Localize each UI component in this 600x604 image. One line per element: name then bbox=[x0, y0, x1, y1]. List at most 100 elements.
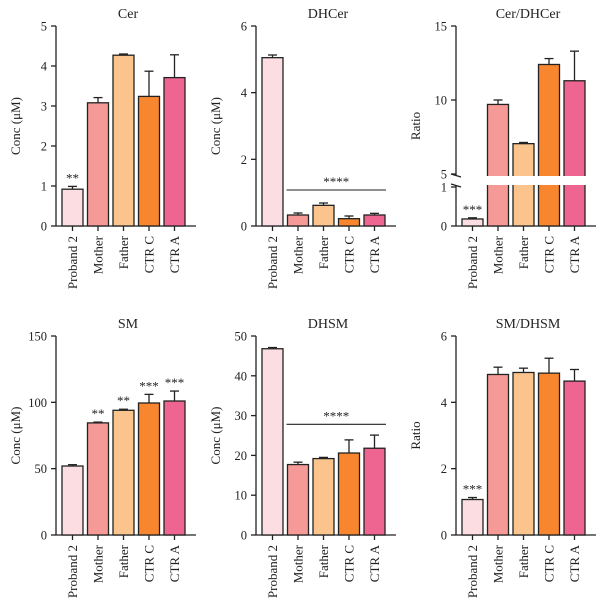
x-tick-label: Mother bbox=[291, 235, 306, 274]
bar bbox=[363, 447, 386, 536]
y-tick-label: 50 bbox=[235, 330, 248, 344]
chart-title: Cer bbox=[118, 7, 139, 22]
significance-marker: **** bbox=[323, 408, 349, 423]
chart-panel-1: Cer 0 1 2 3 4 5 Conc (μM) Proband 2 ** Mother Fathe… bbox=[8, 7, 196, 289]
y-tick-label: 1 bbox=[441, 181, 447, 195]
chart-panel-5: DHSM 0 10 20 30 40 50 Conc (μM) Proband 2 Mother F… bbox=[208, 317, 396, 598]
y-tick-label: 150 bbox=[28, 330, 47, 344]
x-tick-label: CTR C bbox=[342, 236, 357, 273]
bar bbox=[112, 409, 135, 536]
bar bbox=[286, 463, 310, 536]
y-axis-label: Conc (μM) bbox=[8, 97, 23, 155]
x-tick-label: CTR A bbox=[367, 235, 382, 273]
bar bbox=[563, 380, 586, 536]
x-tick-label: Mother bbox=[91, 544, 106, 583]
bar bbox=[163, 400, 186, 536]
bar bbox=[86, 102, 110, 227]
bar bbox=[461, 498, 484, 536]
bar bbox=[261, 348, 284, 536]
y-axis-label: Ratio bbox=[408, 421, 423, 449]
chart-title: SM/DHSM bbox=[496, 317, 561, 332]
y-tick-label: 1 bbox=[41, 180, 47, 194]
x-tick-label: Father bbox=[316, 544, 331, 578]
y-tick-label: 2 bbox=[441, 462, 447, 476]
significance-marker: ** bbox=[92, 406, 105, 421]
axis-break-mark bbox=[450, 173, 462, 178]
y-tick-label: 20 bbox=[235, 449, 248, 463]
bar bbox=[486, 373, 510, 536]
y-tick-label: 0 bbox=[441, 220, 447, 234]
bar bbox=[312, 457, 335, 536]
bar bbox=[563, 80, 586, 227]
bar bbox=[261, 57, 284, 227]
x-tick-label: Proband 2 bbox=[65, 236, 80, 289]
chart-panel-2: DHCer 0 2 4 6 Conc (μM) Proband 2 Mother Father C… bbox=[208, 7, 396, 289]
significance-marker: *** bbox=[139, 378, 159, 393]
bar bbox=[61, 465, 84, 536]
x-tick-label: Mother bbox=[91, 235, 106, 274]
x-tick-label: Mother bbox=[291, 544, 306, 583]
bar bbox=[312, 204, 335, 227]
axis-break-gap bbox=[448, 176, 600, 185]
bar bbox=[112, 54, 135, 227]
chart-title: DHCer bbox=[308, 7, 349, 22]
y-axis-label: Conc (μM) bbox=[208, 97, 223, 155]
bar bbox=[337, 218, 361, 227]
x-tick-label: CTR C bbox=[542, 236, 557, 273]
y-tick-label: 0 bbox=[241, 220, 247, 234]
y-tick-label: 15 bbox=[435, 20, 448, 34]
x-tick-label: Father bbox=[116, 235, 131, 269]
chart-title: DHSM bbox=[308, 317, 349, 332]
y-tick-label: 5 bbox=[441, 168, 447, 182]
x-tick-label: Proband 2 bbox=[465, 545, 480, 598]
significance-marker: ** bbox=[117, 393, 130, 408]
chart-panel-3: Cer/DHCer 0 15 10 15 Ratio Proband 2 *** Mother F… bbox=[408, 7, 600, 289]
significance-marker: *** bbox=[463, 202, 483, 217]
bar bbox=[163, 76, 186, 227]
y-tick-label: 0 bbox=[441, 529, 447, 543]
y-tick-label: 100 bbox=[28, 396, 47, 410]
chart-panel-6: SM/DHSM 0 2 4 6 Ratio Proband 2 *** Mother Father… bbox=[408, 317, 596, 598]
x-tick-label: CTR A bbox=[367, 544, 382, 582]
y-tick-label: 4 bbox=[241, 86, 248, 100]
bar bbox=[512, 371, 535, 536]
y-tick-label: 4 bbox=[441, 396, 448, 410]
y-tick-label: 10 bbox=[435, 94, 448, 108]
x-tick-label: CTR C bbox=[342, 545, 357, 582]
y-tick-label: 0 bbox=[241, 529, 247, 543]
x-tick-label: CTR C bbox=[542, 545, 557, 582]
y-tick-label: 4 bbox=[41, 60, 48, 74]
x-tick-label: Mother bbox=[491, 235, 506, 274]
x-tick-label: Father bbox=[316, 235, 331, 269]
significance-marker: *** bbox=[165, 375, 185, 390]
significance-marker: **** bbox=[323, 174, 349, 189]
x-tick-label: CTR A bbox=[167, 235, 182, 273]
bar bbox=[137, 95, 161, 227]
x-tick-label: CTR C bbox=[142, 545, 157, 582]
chart-title: SM bbox=[118, 317, 139, 332]
x-tick-label: CTR C bbox=[142, 236, 157, 273]
significance-marker: ** bbox=[66, 170, 79, 185]
y-tick-label: 6 bbox=[241, 20, 247, 34]
y-tick-label: 40 bbox=[235, 369, 248, 383]
x-tick-label: Father bbox=[516, 235, 531, 269]
y-tick-label: 0 bbox=[41, 529, 47, 543]
bar bbox=[337, 452, 361, 536]
x-tick-label: Mother bbox=[491, 544, 506, 583]
y-tick-label: 50 bbox=[35, 462, 48, 476]
y-tick-label: 5 bbox=[41, 20, 47, 34]
bar bbox=[537, 372, 561, 536]
chart-title: Cer/DHCer bbox=[496, 7, 561, 22]
x-tick-label: Proband 2 bbox=[265, 545, 280, 598]
y-tick-label: 10 bbox=[235, 489, 248, 503]
x-tick-label: CTR A bbox=[567, 544, 582, 582]
axis-break-mark bbox=[450, 183, 462, 188]
y-tick-label: 0 bbox=[41, 220, 47, 234]
x-tick-label: Proband 2 bbox=[65, 545, 80, 598]
bar bbox=[486, 103, 510, 227]
y-axis-label: Ratio bbox=[408, 112, 423, 140]
x-tick-label: Proband 2 bbox=[265, 236, 280, 289]
y-tick-label: 30 bbox=[235, 409, 248, 423]
x-tick-label: Proband 2 bbox=[465, 236, 480, 289]
